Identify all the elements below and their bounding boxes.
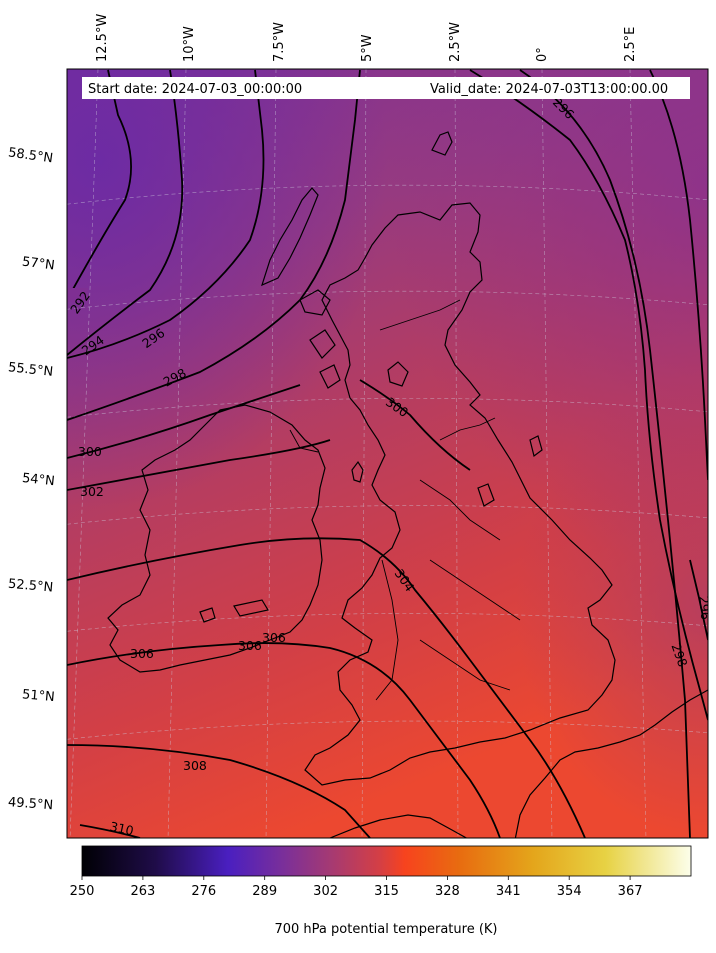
longitude-labels: 12.5°W 10°W 7.5°W 5°W 2.5°W 0° 2.5°E [95,14,638,62]
colorbar-tick-label: 302 [313,884,338,899]
contour-label-302: 302 [80,484,104,499]
latitude-labels: 58.5°N 57°N 55.5°N 54°N 52.5°N 51°N 49.5… [7,145,55,813]
contour-298-east [519,69,691,838]
inner-hebrides-2 [309,329,336,359]
lat-label-6: 49.5°N [8,795,54,813]
lat-label-5: 51°N [21,687,55,705]
outer-hebrides [261,187,319,287]
lon-label-1: 10°W [182,26,197,62]
colorbar-tick-label: 250 [70,884,95,899]
lat-label-2: 55.5°N [7,360,53,380]
lon-label-5: 0° [535,47,550,62]
island-a [199,607,216,623]
lake-1 [529,435,543,458]
colorbar-tick-label: 315 [374,884,399,899]
valid-date-text: Valid_date: 2024-07-03T13:00:00.00 [430,82,668,97]
lon-label-0: 12.5°W [95,14,110,62]
colorbar-tick-label: 367 [618,884,643,899]
lon-label-4: 2.5°W [448,22,463,62]
colorbar-ticks: 250 263 276 289 302 315 328 341 354 367 [70,876,643,899]
contours [67,69,708,838]
contour-306 [67,642,501,838]
contour-label-296e: 296 [696,595,713,620]
temperature-field: 292 294 296 298 300 302 300 304 306 306 … [67,69,713,839]
contour-label-306b: 306 [238,638,262,653]
contour-294 [67,69,184,356]
inner-hebrides-1 [299,289,331,316]
inner-hebrides-3 [319,364,341,389]
contour-308 [67,744,371,838]
colorbar-gradient [81,845,692,877]
colorbar-tick-label: 341 [496,884,521,899]
continent-coast [514,689,708,838]
isle-of-man [351,460,364,483]
map-frame [66,68,709,839]
contour-296-east [649,69,708,481]
great-britain-coast [304,202,616,786]
contour-310 [79,824,141,838]
colorbar: 250 263 276 289 302 315 328 341 354 367 700 hPa p… [70,845,692,937]
contour-296-west [67,69,265,359]
colorbar-tick-label: 354 [557,884,582,899]
colorbar-label: 700 hPa potential temperature (K) [274,922,497,937]
contour-304 [67,537,586,838]
contour-label-310: 310 [109,819,136,839]
contour-label-306c: 306 [262,630,286,645]
contour-300-central [359,379,471,471]
contour-298-west [67,69,361,421]
lough-neagh [387,361,409,387]
lake-2 [477,483,495,507]
colorbar-tick-label: 328 [435,884,460,899]
start-date-text: Start date: 2024-07-03_00:00:00 [88,82,302,97]
contour-296-right [689,559,708,641]
island-b [233,599,269,617]
scotland-england-border [439,417,496,441]
contour-292 [67,69,132,301]
colorbar-tick-label: 263 [130,884,155,899]
borders [289,299,521,701]
contour-label-308: 308 [183,758,207,773]
lon-label-3: 5°W [360,34,375,62]
lon-label-6: 2.5°E [623,27,638,62]
lat-label-4: 52.5°N [7,577,53,596]
county-2 [429,559,521,621]
lon-label-2: 7.5°W [272,22,287,62]
graticule [67,69,708,838]
lat-label-1: 57°N [21,255,55,274]
county-1 [419,479,501,541]
colorbar-tick-label: 289 [252,884,277,899]
contour-296-north-east [469,69,708,721]
contour-label-300w: 300 [78,444,102,459]
highland-line [379,299,461,331]
county-3 [419,639,511,691]
contour-label-306a: 306 [130,646,154,661]
ireland-coast [107,404,326,673]
orkney [431,131,453,156]
colorbar-tick-label: 276 [191,884,216,899]
contour-300-west [67,384,301,459]
channel-coast [329,814,468,838]
wales-england-border [375,559,399,701]
contour-302 [67,439,331,491]
lat-label-0: 58.5°N [7,145,54,166]
coastlines [107,131,708,838]
lat-label-3: 54°N [21,471,55,489]
header-box [82,77,690,99]
